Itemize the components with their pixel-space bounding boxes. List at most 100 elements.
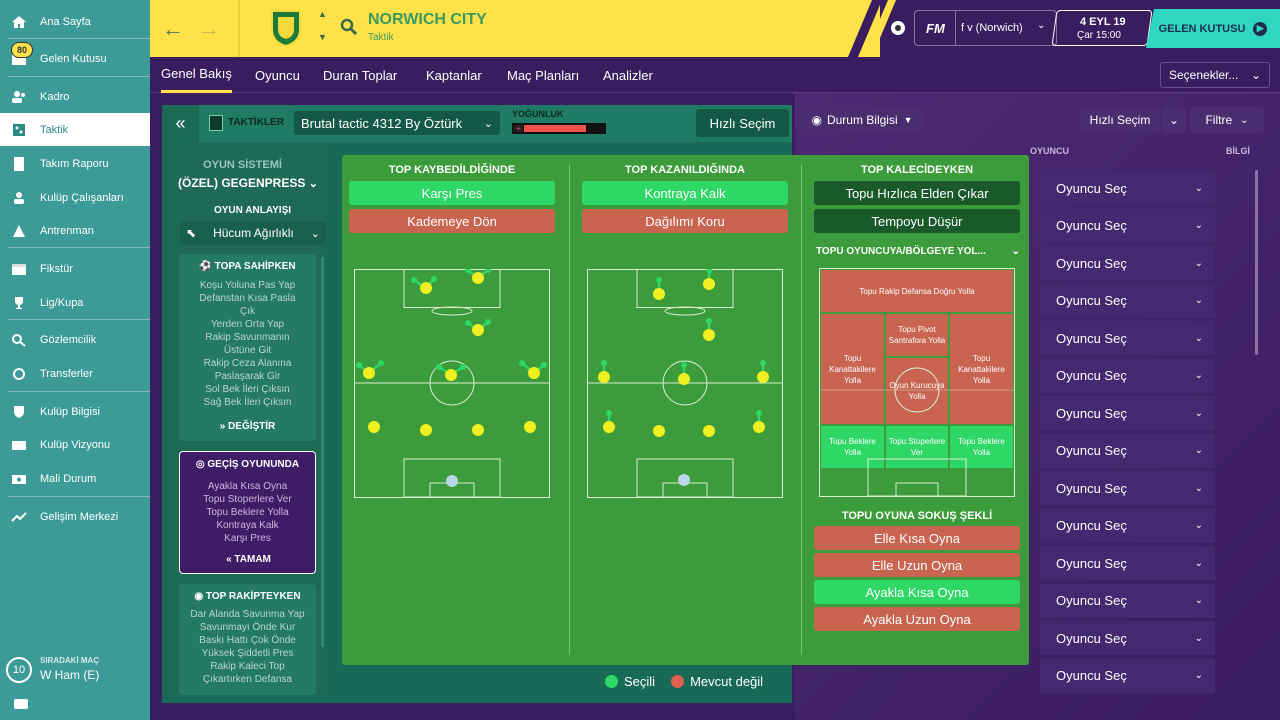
- sidebar-item-scouting[interactable]: Gözlemcilik: [0, 323, 150, 356]
- sidebar-item-inbox[interactable]: Gelen Kutusu: [0, 42, 150, 75]
- player-marker: [703, 278, 715, 290]
- player-select-row[interactable]: Oyuncu Seç ⌄: [1040, 208, 1215, 243]
- sidebar-item-label: Gelişim Merkezi: [40, 510, 119, 523]
- sidebar-item-club-vision[interactable]: Kulüp Vizyonu: [0, 428, 150, 461]
- zone-fullback-right[interactable]: Topu Beklere Yolla: [949, 425, 1014, 469]
- ball-icon[interactable]: [888, 18, 908, 40]
- tactics-icon: [10, 122, 28, 138]
- player-select-row[interactable]: Oyuncu Seç ⌄: [1040, 583, 1215, 618]
- sidebar-item-club-info[interactable]: Kulüp Bilgisi: [0, 395, 150, 428]
- search-icon[interactable]: [340, 18, 358, 36]
- tactic-name-dropdown[interactable]: Brutal tactic 4312 By Öztürk ⌄: [294, 111, 500, 135]
- status-info-button[interactable]: ◉ Durum Bilgisi ▼: [800, 107, 924, 133]
- zone-right-wide[interactable]: Topu Kanattakilere Yolla: [949, 313, 1014, 425]
- ball-icon: ⚽: [199, 261, 212, 272]
- sidebar-item-staff[interactable]: Kulüp Çalışanları: [0, 181, 150, 214]
- sidebar-item-label: Kulüp Bilgisi: [40, 405, 100, 418]
- player-select-row[interactable]: Oyuncu Seç ⌄: [1040, 171, 1215, 205]
- help-icon[interactable]: [14, 699, 28, 709]
- zone-target-man[interactable]: Topu Pivot Santrafora Yolla: [885, 313, 949, 357]
- options-dropdown[interactable]: Seçenekler... ⌄: [1160, 62, 1270, 88]
- mentality-dropdown[interactable]: ⬉ Hücum Ağırlıklı ⌄: [180, 221, 326, 245]
- profile-chevron-icon[interactable]: ⌄: [1037, 20, 1046, 31]
- quick-pick-button[interactable]: Hızlı Seçim: [696, 109, 789, 137]
- sidebar-item-finances[interactable]: Mali Durum: [0, 462, 150, 495]
- right-quick-pick-button[interactable]: Hızlı Seçim: [1080, 107, 1160, 133]
- tab-analysis[interactable]: Analizler: [603, 67, 653, 83]
- next-match-value[interactable]: W Ham (E): [40, 668, 100, 682]
- chevron-down-icon: ⌄: [1194, 557, 1203, 569]
- chevron-up-icon[interactable]: ▲: [318, 9, 327, 19]
- player-marker: [528, 367, 540, 379]
- release-title: TOPU OYUNA SOKUŞ ŞEKLİ: [841, 510, 993, 522]
- change-button[interactable]: » DEĞİŞTİR: [219, 421, 276, 432]
- ok-button[interactable]: « TAMAM: [226, 554, 271, 565]
- zone-left-wide[interactable]: Topu Kanattakilere Yolla: [820, 313, 885, 425]
- col1-title: TOP KAYBEDİLDİĞİNDE: [388, 164, 516, 176]
- defend-icon: ◉: [194, 591, 204, 602]
- quick-pick-chevron-icon[interactable]: ⌄: [1161, 107, 1187, 133]
- sidebar-item-transfers[interactable]: Transferler: [0, 357, 150, 390]
- player-select-row[interactable]: Oyuncu Seç ⌄: [1040, 358, 1215, 393]
- tactic-settings-column: OYUN SİSTEMİ (ÖZEL) GEGENPRESS ⌄ OYUN AN…: [170, 147, 326, 695]
- inbox-continue-button[interactable]: GELEN KUTUSU ▶: [1146, 9, 1280, 48]
- counter-press-option[interactable]: Karşı Pres: [349, 181, 555, 205]
- player-select-row[interactable]: Oyuncu Seç ⌄: [1040, 508, 1215, 543]
- sidebar-item-tactics[interactable]: Taktik: [0, 113, 150, 146]
- pitch-won-ball: [587, 269, 783, 498]
- zone-centre-backs[interactable]: Topu Stoperlere Ver: [885, 425, 949, 469]
- sidebar-item-squad[interactable]: Kadro: [0, 80, 150, 113]
- instruction-line: Çıkartırken Defansa: [203, 674, 292, 685]
- hold-shape-option[interactable]: Dağılımı Koru: [582, 209, 788, 233]
- player-select-row[interactable]: Oyuncu Seç ⌄: [1040, 283, 1215, 318]
- tab-set-pieces[interactable]: Duran Toplar: [323, 67, 398, 83]
- tab-match-plans[interactable]: Maç Planları: [507, 67, 580, 83]
- tab-overview[interactable]: Genel Bakış: [161, 57, 232, 93]
- back-arrow-icon[interactable]: ←: [162, 16, 184, 41]
- instruction-line: Yerden Orta Yap: [210, 319, 285, 330]
- collapse-icon[interactable]: «: [162, 105, 199, 142]
- slow-pace-option[interactable]: Tempoyu Düşür: [814, 209, 1020, 233]
- sidebar-item-training[interactable]: Antrenman: [0, 214, 150, 247]
- regroup-option[interactable]: Kademeye Dön: [349, 209, 555, 233]
- player-select-row[interactable]: Oyuncu Seç ⌄: [1040, 471, 1215, 505]
- pass-short-option[interactable]: Ayakla Kısa Oyna: [814, 580, 1020, 604]
- player-select-row[interactable]: Oyuncu Seç ⌄: [1040, 546, 1215, 580]
- zone-fullback-left[interactable]: Topu Beklere Yolla: [820, 425, 885, 469]
- sidebar-item-league[interactable]: Lig/Kupa: [0, 286, 150, 319]
- tactics-board-icon: [209, 115, 223, 131]
- player-select-row[interactable]: Oyuncu Seç ⌄: [1040, 658, 1215, 693]
- scrollbar[interactable]: [1255, 170, 1258, 355]
- kick-long-option[interactable]: Ayakla Uzun Oyna: [814, 607, 1020, 631]
- sidebar-item-home[interactable]: Ana Sayfa: [0, 5, 150, 38]
- home-icon: [10, 14, 28, 30]
- profile-name[interactable]: f v (Norwich): [961, 22, 1023, 34]
- filter-button[interactable]: Filtre ⌄: [1190, 107, 1264, 133]
- club-name[interactable]: NORWICH CITY: [368, 11, 487, 28]
- club-crest-icon: [271, 10, 301, 47]
- forward-arrow-icon[interactable]: →: [198, 16, 220, 41]
- player-select-row[interactable]: Oyuncu Seç ⌄: [1040, 621, 1215, 655]
- col3-title: TOP KALECİDEYKEN: [860, 164, 974, 176]
- distribution-dropdown[interactable]: TOPU OYUNCUYA/BÖLGEYE YOL... ⌄: [816, 246, 1020, 257]
- system-dropdown[interactable]: (ÖZEL) GEGENPRESS ⌄: [178, 173, 318, 193]
- instruction-line: Rakip Savunmanın: [205, 332, 290, 343]
- tab-captains[interactable]: Kaptanlar: [426, 67, 482, 83]
- distribute-quickly-option[interactable]: Topu Hızlıca Elden Çıkar: [814, 181, 1020, 205]
- player-select-row[interactable]: Oyuncu Seç ⌄: [1040, 396, 1215, 430]
- counter-option[interactable]: Kontraya Kalk: [582, 181, 788, 205]
- sidebar-item-development[interactable]: Gelişim Merkezi: [0, 500, 150, 533]
- chevron-down-icon[interactable]: ▼: [318, 32, 327, 42]
- chevron-down-icon: ⌄: [1194, 182, 1203, 194]
- player-select-row[interactable]: Oyuncu Seç ⌄: [1040, 321, 1215, 355]
- roll-short-option[interactable]: Elle Kısa Oyna: [814, 526, 1020, 550]
- mentality-value: Hücum Ağırlıklı: [213, 226, 294, 240]
- sidebar-item-fixtures[interactable]: Fikstür: [0, 252, 150, 285]
- throw-long-option[interactable]: Elle Uzun Oyna: [814, 553, 1020, 577]
- sidebar-item-report[interactable]: Takım Raporu: [0, 147, 150, 180]
- zone-opposition-defence[interactable]: Topu Rakip Defansa Doğru Yolla: [820, 269, 1014, 313]
- tab-player[interactable]: Oyuncu: [255, 67, 300, 83]
- player-select-row[interactable]: Oyuncu Seç ⌄: [1040, 433, 1215, 468]
- player-select-row[interactable]: Oyuncu Seç ⌄: [1040, 246, 1215, 280]
- player-select-label: Oyuncu Seç: [1056, 518, 1127, 533]
